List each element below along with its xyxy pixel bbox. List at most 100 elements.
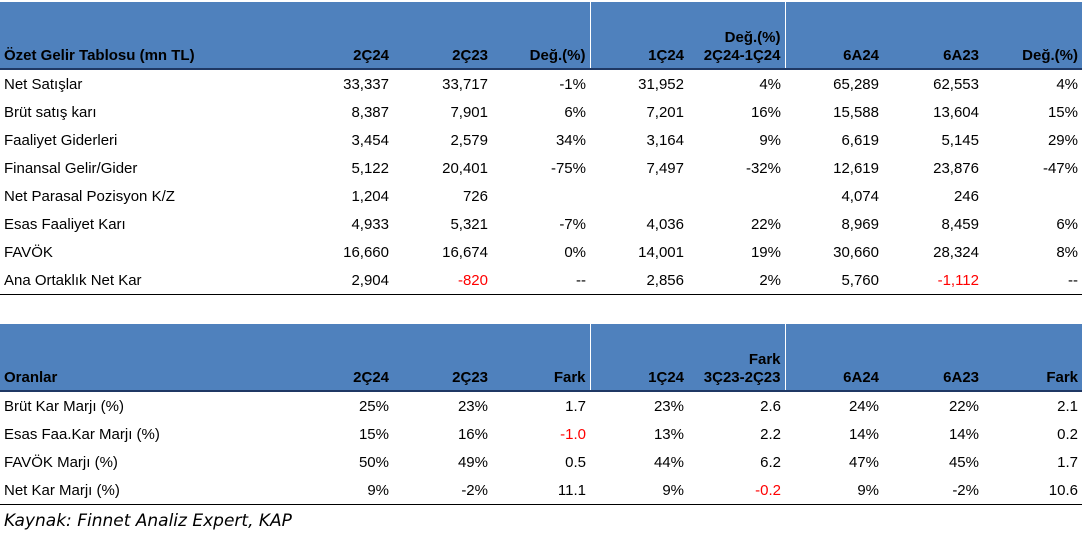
income-cell: 2,856 [646, 271, 684, 289]
income-cell: 9% [759, 131, 781, 149]
ratio-row-label: Brüt Kar Marjı (%) [4, 397, 125, 415]
ratio-cell: 24% [848, 397, 879, 415]
ratio-cell: 9% [367, 481, 389, 499]
ratio-cell: 6.2 [760, 453, 781, 471]
income-header-qoq-line2: 2Ç24-1Ç24 [703, 47, 781, 64]
ratio-cell: 25% [358, 397, 389, 415]
income-cell: 0% [564, 243, 586, 261]
income-cell: 33,337 [343, 75, 389, 93]
income-row-label: Faaliyet Giderleri [4, 131, 118, 149]
income-cell: 16,674 [442, 243, 488, 261]
income-header-yoy-change: Değ.(%) [492, 2, 590, 69]
income-cell: 15,588 [833, 103, 879, 121]
income-cell: -47% [1042, 159, 1078, 177]
income-cell: 3,454 [351, 131, 389, 149]
ratio-cell: 15% [358, 425, 389, 443]
ratio-cell: 0.2 [1057, 425, 1078, 443]
income-row: Esas Faaliyet Karı 4,933 5,321 -7% 4,036 22% 8… [0, 210, 1082, 238]
income-row-label: Brüt satış karı [4, 103, 97, 121]
income-row: Net Satışlar 33,337 33,717 -1% 31,952 4% 65,28… [0, 69, 1082, 98]
income-cell: 33,717 [442, 75, 488, 93]
ratios-header-2q23: 2Ç23 [393, 324, 492, 391]
ratio-cell: 49% [457, 453, 488, 471]
income-cell: 20,401 [442, 159, 488, 177]
income-cell: 5,321 [450, 215, 488, 233]
ratio-cell: 2.2 [760, 425, 781, 443]
income-cell: 6% [564, 103, 586, 121]
income-cell: 16% [750, 103, 781, 121]
income-cell: 6,619 [841, 131, 879, 149]
income-cell: 30,660 [833, 243, 879, 261]
income-header-qoq-line1: Değ.(%) [724, 29, 781, 46]
ratio-row: Esas Faa.Kar Marjı (%) 15% 16% -1.0 13% 2.2 14… [0, 420, 1082, 448]
ratio-cell: 9% [857, 481, 879, 499]
ratios-header-qoq-diff: Fark 3Ç23-2Ç23 [688, 324, 785, 391]
ratio-row: Brüt Kar Marjı (%) 25% 23% 1.7 23% 2.6 24% 22% 2… [0, 391, 1082, 420]
income-row-label: FAVÖK [4, 243, 53, 261]
income-cell: 5,145 [941, 131, 979, 149]
income-cell: 7,201 [646, 103, 684, 121]
income-row: Net Parasal Pozisyon K/Z 1,204 726 4,074 246 [0, 182, 1082, 210]
income-cell: -7% [559, 215, 586, 233]
ratio-cell: 11.1 [557, 481, 586, 499]
ratio-cell: -2% [461, 481, 488, 499]
income-cell: 7,901 [450, 103, 488, 121]
income-cell: -- [576, 271, 586, 289]
income-row-label: Net Satışlar [4, 75, 83, 93]
ratios-header-qoq-line1: Fark [748, 351, 781, 368]
income-header-2q24: 2Ç24 [296, 2, 393, 69]
ratio-cell: 45% [948, 453, 979, 471]
income-cell: 29% [1047, 131, 1078, 149]
ratio-cell: 2.6 [760, 397, 781, 415]
ratios-header-2q24: 2Ç24 [296, 324, 393, 391]
income-cell: 22% [750, 215, 781, 233]
ratio-cell: 50% [358, 453, 389, 471]
income-cell: 1,204 [351, 187, 389, 205]
income-cell: 7,497 [646, 159, 684, 177]
income-header-1q24: 1Ç24 [589, 2, 688, 69]
income-cell [688, 182, 785, 210]
source-note: Kaynak: Finnet Analiz Expert, KAP [4, 511, 292, 531]
ratio-row: Net Kar Marjı (%) 9% -2% 11.1 9% -0.2 9% -2% 10.… [0, 476, 1082, 505]
income-cell: 4% [759, 75, 781, 93]
ratio-row: FAVÖK Marjı (%) 50% 49% 0.5 44% 6.2 47% 45% 1.7 [0, 448, 1082, 476]
ratio-row-label: Esas Faa.Kar Marjı (%) [4, 425, 160, 443]
income-cell: 12,619 [833, 159, 879, 177]
income-cell: 14,001 [638, 243, 684, 261]
income-cell: 8,969 [841, 215, 879, 233]
income-cell: 5,122 [351, 159, 389, 177]
income-header-2q23: 2Ç23 [393, 2, 492, 69]
income-cell: 2,904 [351, 271, 389, 289]
ratio-cell: 1.7 [1057, 453, 1078, 471]
income-summary-table: Özet Gelir Tablosu (mn TL) 2Ç24 2Ç23 Değ… [0, 2, 1082, 295]
income-cell: 65,289 [833, 75, 879, 93]
income-cell: 4,036 [646, 215, 684, 233]
income-header-row: Özet Gelir Tablosu (mn TL) 2Ç24 2Ç23 Değ… [0, 2, 1082, 69]
income-header-6m-change: Değ.(%) [983, 2, 1082, 69]
income-cell: 23,876 [933, 159, 979, 177]
income-cell: -- [1068, 271, 1078, 289]
income-cell [492, 182, 590, 210]
income-cell: 19% [750, 243, 781, 261]
income-row: Finansal Gelir/Gider 5,122 20,401 -75% 7,497… [0, 154, 1082, 182]
ratios-header-1q24: 1Ç24 [589, 324, 688, 391]
income-cell: 2% [759, 271, 781, 289]
income-header-6m23: 6A23 [883, 2, 983, 69]
ratios-table: Oranlar 2Ç24 2Ç23 Fark 1Ç24 Fark 3Ç23-2Ç… [0, 324, 1082, 505]
ratio-cell: 2.1 [1057, 397, 1078, 415]
ratio-cell: 22% [948, 397, 979, 415]
ratio-cell: 16% [457, 425, 488, 443]
income-cell: -820 [457, 271, 488, 289]
ratio-cell: -0.2 [755, 481, 781, 499]
income-row-label: Esas Faaliyet Karı [4, 215, 126, 233]
ratio-cell: 13% [653, 425, 684, 443]
ratio-row-label: Net Kar Marjı (%) [4, 481, 120, 499]
income-cell [983, 182, 1082, 210]
income-cell: 15% [1047, 103, 1078, 121]
ratio-cell: 23% [653, 397, 684, 415]
income-cell [590, 182, 688, 210]
income-row-label: Net Parasal Pozisyon K/Z [4, 187, 175, 205]
income-cell: 31,952 [638, 75, 684, 93]
ratios-header-qoq-line2: 3Ç23-2Ç23 [703, 369, 781, 386]
income-cell: 4% [1056, 75, 1078, 93]
